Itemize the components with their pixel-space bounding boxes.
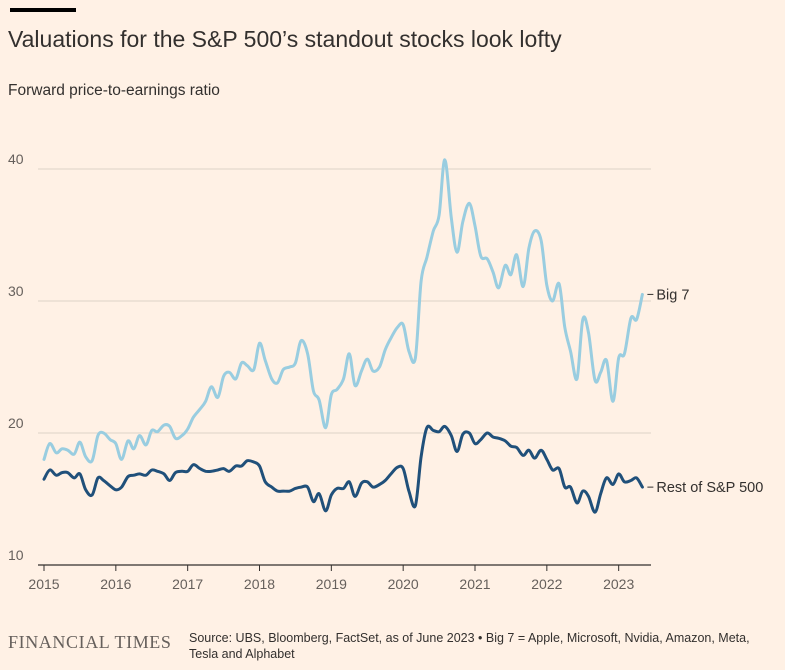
x-tick-label: 2019 — [316, 576, 347, 592]
chart-subtitle: Forward price-to-earnings ratio — [8, 82, 220, 99]
y-tick-label: 30 — [8, 283, 24, 299]
x-tick-label: 2018 — [244, 576, 275, 592]
series-label: Big 7 — [656, 287, 689, 303]
series-line-rest-of-sp500 — [42, 424, 644, 514]
chart-title: Valuations for the S&P 500’s standout st… — [8, 26, 562, 52]
x-tick-label: 2017 — [172, 576, 203, 592]
x-tick-label: 2023 — [603, 576, 634, 592]
series-label: Rest of S&P 500 — [656, 480, 763, 496]
ft-logo: FINANCIAL TIMES — [8, 632, 172, 652]
x-tick-label: 2022 — [531, 576, 562, 592]
x-tick-label: 2020 — [388, 576, 419, 592]
y-tick-label: 40 — [8, 151, 24, 167]
series-line-big-7 — [42, 158, 644, 464]
x-tick-label: 2016 — [100, 576, 131, 592]
header-rule — [10, 8, 76, 12]
x-tick-label: 2015 — [28, 576, 59, 592]
source-note: Source: UBS, Bloomberg, FactSet, as of J… — [189, 631, 750, 661]
y-tick-label: 20 — [8, 415, 24, 431]
y-tick-label: 10 — [8, 547, 24, 563]
x-tick-label: 2021 — [459, 576, 490, 592]
